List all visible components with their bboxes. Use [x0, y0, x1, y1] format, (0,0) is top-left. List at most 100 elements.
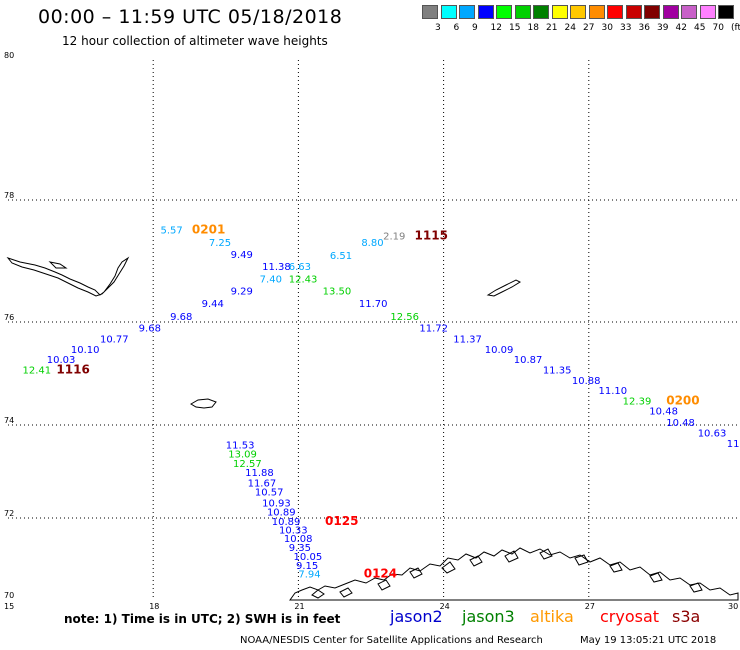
- color-legend-label: 12: [490, 23, 502, 33]
- graticule: [8, 60, 740, 600]
- color-legend-label: 6: [453, 23, 460, 33]
- color-swatch: [551, 5, 568, 19]
- wave-height-label: 10.88: [572, 376, 601, 387]
- color-legend-label: 36: [638, 23, 650, 33]
- pass-time-label: 1115: [415, 229, 448, 243]
- wave-height-label: 11.70: [359, 299, 388, 310]
- axis-tick-labels: 80 78 76 74 72 70 15 18 21 24 27 30: [4, 51, 738, 611]
- wave-height-label: 10.48: [666, 418, 695, 429]
- wave-height-label: 10.77: [100, 335, 129, 346]
- wave-height-label: 10.33: [279, 526, 308, 537]
- color-legend-label: (ft): [731, 23, 740, 33]
- wave-height-label: 6.63: [289, 262, 311, 273]
- wave-height-label: 10.: [739, 448, 740, 459]
- wave-height-label: 11.67: [248, 478, 277, 489]
- wave-height-label: 10.09: [485, 345, 514, 356]
- legend-s3a: s3a: [672, 607, 701, 626]
- latitude-tick-label: 74: [4, 416, 14, 425]
- legend-jason3: jason3: [462, 607, 515, 626]
- latitude-tick-label: 72: [4, 509, 14, 518]
- color-legend-label: 42: [675, 23, 687, 33]
- wave-height-label: 10.57: [255, 488, 284, 499]
- coastlines: [6, 256, 739, 601]
- wave-height-label: 9.35: [289, 543, 311, 554]
- wave-height-label: 9.49: [231, 250, 253, 261]
- wave-height-label: 13.09: [228, 450, 257, 461]
- longitude-tick-label: 30: [728, 602, 738, 611]
- longitude-tick-label: 27: [585, 602, 595, 611]
- wave-height-label: 10.03: [47, 355, 76, 366]
- wave-height-label: 10.10: [71, 345, 100, 356]
- wave-height-label: 11.10: [598, 386, 627, 397]
- color-legend-label: 3: [435, 23, 441, 33]
- wave-height-label: 10.87: [514, 355, 543, 366]
- wave-height-label: 9.68: [170, 312, 192, 323]
- footer-note: note: 1) Time is in UTC; 2) SWH is in fe…: [64, 612, 341, 626]
- longitude-tick-label: 18: [149, 602, 159, 611]
- latitude-tick-label: 70: [4, 591, 14, 600]
- pass-time-label: 0200: [666, 393, 699, 407]
- wave-height-label: 11.38: [262, 262, 291, 273]
- wave-height-label: 7.40: [260, 274, 282, 285]
- wave-height-observations: 5.57 7.259.49 11.386.63 6.51 8.802.19 7.40 12.…: [23, 226, 740, 581]
- wave-height-label: 7.25: [209, 238, 231, 249]
- color-swatch: [644, 5, 660, 19]
- credit-line: NOAA/NESDIS Center for Satellite Applica…: [240, 635, 543, 646]
- wave-height-label: 7.94: [298, 569, 320, 580]
- color-swatch: [514, 5, 531, 19]
- bear-island: [190, 398, 217, 409]
- wave-height-label: 11.37: [453, 335, 482, 346]
- pass-time-label: 1116: [56, 363, 89, 377]
- wave-height-label: 10.63: [698, 429, 727, 440]
- map-title: 00:00 – 11:59 UTC 05/18/2018: [38, 6, 343, 28]
- pass-time-label: 0125: [325, 514, 358, 528]
- wave-height-label: 6.51: [330, 251, 352, 262]
- map-subtitle: 12 hour collection of altimeter wave hei…: [62, 34, 328, 48]
- wave-height-label: 9.68: [139, 323, 161, 334]
- generation-timestamp: May 19 13:05:21 UTC 2018: [580, 635, 717, 646]
- wave-height-label: 11.58: [727, 439, 740, 450]
- color-swatch: [533, 5, 549, 19]
- pass-time-labels: 0201 1115 1116 0200 0125 0124: [56, 223, 699, 581]
- color-swatch: [625, 5, 642, 19]
- wave-height-label: 12.39: [623, 396, 652, 407]
- latitude-tick-label: 78: [4, 191, 14, 200]
- norway-islands: [311, 548, 703, 599]
- wave-height-label: 13.50: [323, 287, 352, 298]
- wave-height-label: 2.19: [383, 232, 405, 243]
- legend-jason2: jason2: [390, 607, 443, 626]
- wave-height-label: 9.15: [296, 561, 318, 572]
- color-swatch: [440, 5, 457, 19]
- color-legend-label: 24: [564, 23, 576, 33]
- wave-height-label: 10.05: [294, 552, 323, 563]
- color-legend-label: 45: [694, 23, 706, 33]
- color-legend-label: 21: [546, 23, 558, 33]
- color-legend-label: 27: [583, 23, 595, 33]
- wave-height-label: 11.88: [245, 468, 274, 479]
- color-swatch: [459, 5, 475, 19]
- wave-height-label: 10.08: [284, 534, 313, 545]
- latitude-tick-label: 80: [4, 51, 14, 60]
- pass-time-label: 0124: [364, 566, 397, 580]
- wave-height-label: 12.41: [23, 366, 52, 377]
- color-legend-label: 39: [657, 23, 669, 33]
- wave-height-label: 10.48: [649, 407, 678, 418]
- legend-cryosat: cryosat: [600, 607, 660, 626]
- wave-height-label: 9.44: [202, 299, 224, 310]
- longitude-tick-label: 21: [294, 602, 304, 611]
- color-swatch: [570, 5, 586, 19]
- latitude-tick-label: 76: [4, 313, 14, 322]
- color-swatch: [718, 5, 734, 19]
- color-legend-label: 33: [620, 23, 632, 33]
- wave-height-label: 10.89: [267, 508, 296, 519]
- wave-height-label: 11.53: [226, 440, 255, 451]
- longitude-tick-label: 15: [4, 602, 14, 611]
- color-swatch: [699, 5, 716, 19]
- svalbard-coast: [6, 256, 130, 297]
- wave-height-label: 9.29: [231, 287, 253, 298]
- wave-height-label: 12.56: [390, 312, 419, 323]
- color-swatch: [588, 5, 605, 19]
- color-swatch: [422, 5, 438, 19]
